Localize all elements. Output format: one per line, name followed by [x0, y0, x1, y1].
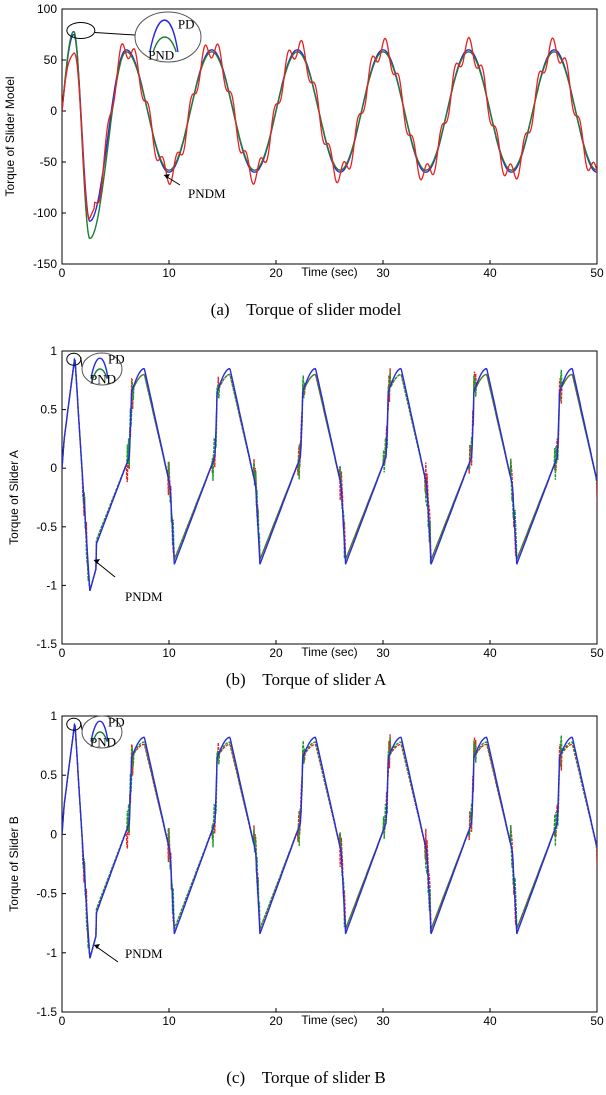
- annotation-pndm-label: PNDM: [188, 186, 226, 201]
- annotation-pd-label: PD: [178, 16, 195, 31]
- pndm-arrow-head: [94, 559, 100, 564]
- x-tick-label: 40: [483, 266, 497, 280]
- y-tick-label: 1: [50, 709, 57, 723]
- zoom-bubble: [134, 11, 202, 63]
- zoom-curve-pd: [90, 720, 109, 742]
- annotation-pnd-label: PND: [90, 734, 116, 749]
- x-axis-label: Time (sec): [301, 645, 357, 659]
- figure-caption: (a) Torque of slider model: [211, 300, 402, 319]
- chart-panel-2: 0 10 20 30 40 50 -1.5 -1 -0.5 0 0.5 1 Time (sec) Torq…: [7, 344, 604, 689]
- annotation-pndm-label: PNDM: [125, 589, 163, 604]
- x-tick-label: 0: [59, 266, 66, 280]
- x-tick-label: 40: [483, 646, 497, 660]
- annotation-pndm-label: PNDM: [125, 946, 163, 961]
- x-tick-label: 10: [162, 266, 176, 280]
- x-axis-label: Time (sec): [301, 265, 357, 279]
- annotation-pd-label: PD: [108, 351, 125, 366]
- y-axis-label: Torque of Slider B: [7, 816, 21, 911]
- y-tick-label: 0: [50, 461, 57, 475]
- y-tick-label: -0.5: [36, 887, 57, 901]
- series-line-pd: [62, 33, 597, 222]
- y-tick-label: 1: [50, 344, 57, 358]
- x-tick-label: 20: [269, 1014, 283, 1028]
- x-tick-label: 30: [376, 1014, 390, 1028]
- y-tick-label: 0.5: [40, 403, 57, 417]
- x-tick-label: 0: [59, 646, 66, 660]
- y-tick-label: -150: [33, 257, 57, 271]
- plot-frame: [61, 8, 598, 265]
- zoom-connector: [80, 357, 83, 368]
- series-line-pd: [62, 722, 597, 959]
- zoom-curve-pd: [90, 357, 109, 379]
- annotation-pnd-label: PND: [90, 371, 116, 386]
- pndm-arrow-head: [94, 944, 100, 949]
- peak-highlight-circle: [66, 22, 96, 39]
- y-axis-label: Torque of Slider Model: [3, 76, 17, 196]
- zoom-curve-pnd: [152, 36, 177, 53]
- zoom-connector: [80, 722, 83, 731]
- x-tick-label: 0: [59, 1014, 66, 1028]
- y-tick-label: -1: [46, 946, 57, 960]
- pndm-arrow-head: [164, 174, 170, 179]
- y-tick-label: 0: [50, 104, 57, 118]
- plot-frame: [61, 715, 598, 1013]
- y-tick-label: 0.5: [40, 768, 57, 782]
- x-tick-label: 10: [162, 646, 176, 660]
- x-tick-label: 40: [483, 1014, 497, 1028]
- x-axis-label: Time (sec): [301, 1013, 357, 1027]
- series-line-pndm: [62, 36, 597, 220]
- x-tick-label: 10: [162, 1014, 176, 1028]
- y-tick-label: -100: [33, 206, 57, 220]
- y-tick-label: -0.5: [36, 520, 57, 534]
- annotation-pd-label: PD: [108, 714, 125, 729]
- y-tick-label: -1.5: [36, 637, 57, 651]
- figure-caption: (c) Torque of slider B: [226, 1068, 385, 1087]
- pndm-arrow-line: [93, 944, 119, 963]
- zoom-curve-pnd: [92, 368, 108, 379]
- y-tick-label: 0: [50, 827, 57, 841]
- y-tick-label: -1: [46, 578, 57, 592]
- y-tick-label: 100: [37, 2, 57, 16]
- plot-frame: [61, 350, 598, 645]
- y-tick-label: -50: [40, 155, 58, 169]
- y-axis-label: Torque of Slider A: [7, 450, 21, 545]
- series-line-pd: [62, 357, 597, 591]
- chart-panel-1: 0 10 20 30 40 50 -150 -100 -50 0 50 100 Time (sec) To…: [3, 2, 604, 319]
- zoom-connector: [94, 32, 136, 36]
- x-tick-label: 50: [590, 646, 604, 660]
- figure-caption: (b) Torque of slider A: [226, 670, 387, 689]
- x-tick-label: 20: [269, 646, 283, 660]
- x-tick-label: 50: [590, 1014, 604, 1028]
- x-tick-label: 20: [269, 266, 283, 280]
- series-line-pnd: [62, 30, 597, 240]
- y-tick-label: -1.5: [36, 1005, 57, 1019]
- x-tick-label: 30: [376, 646, 390, 660]
- annotation-pnd-label: PND: [148, 48, 174, 63]
- x-tick-label: 50: [590, 266, 604, 280]
- zoom-curve-pd: [149, 19, 179, 53]
- y-tick-label: 50: [44, 53, 58, 67]
- x-tick-label: 30: [376, 266, 390, 280]
- chart-panel-3: 0 10 20 30 40 50 -1.5 -1 -0.5 0 0.5 1 Time (sec) Torq…: [7, 709, 604, 1087]
- zoom-curve-pnd: [92, 731, 108, 742]
